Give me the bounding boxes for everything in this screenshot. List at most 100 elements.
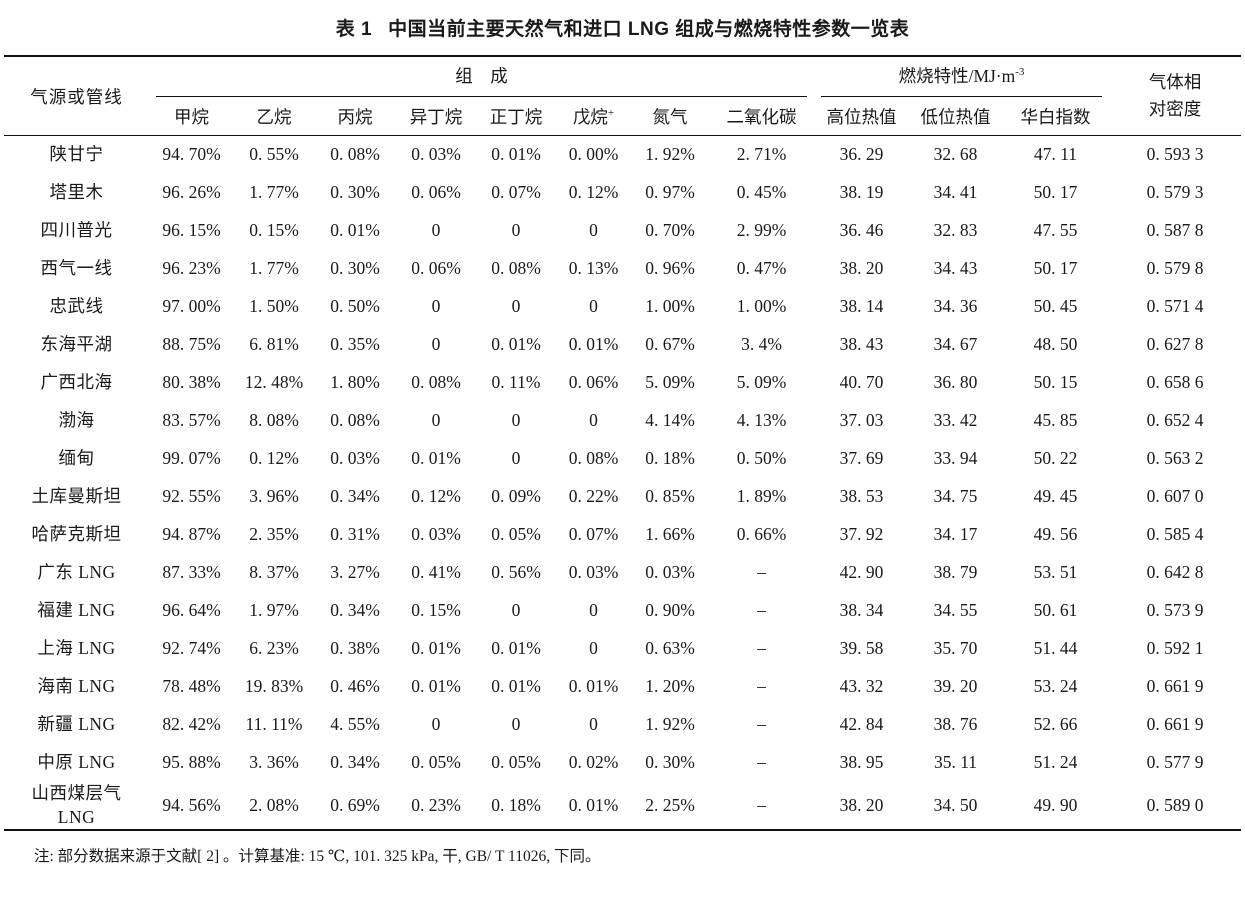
table-row: 塔里木 96. 26% 1. 77% 0. 30% 0. 06% 0. 07% 0. 12%… — [4, 174, 1241, 212]
cell: 33. 94 — [933, 448, 978, 469]
cell: 0. 12% — [411, 486, 461, 507]
cell: 37. 03 — [839, 410, 884, 431]
cell: 45. 85 — [1033, 410, 1078, 431]
cell: 0. 22% — [568, 486, 619, 507]
cell: 0. 01% — [491, 144, 541, 165]
cell: 1. 00% — [736, 296, 787, 317]
cell: 0. 66% — [736, 524, 787, 545]
cell: 5. 09% — [736, 372, 787, 393]
cell: 50. 45 — [1033, 296, 1078, 317]
cell: 0. 05% — [411, 752, 461, 773]
cell: 3. 36% — [249, 752, 299, 773]
table-row: 渤海 83. 57% 8. 08% 0. 08% 0 0 0 4. 14% 4. 13% 37. … — [4, 402, 1241, 440]
row-label: 土库曼斯坦 — [31, 486, 122, 507]
cell: 47. 55 — [1033, 220, 1078, 241]
table-row: 上海 LNG 92. 74% 6. 23% 0. 38% 0. 01% 0. 01% 0 0.… — [4, 630, 1241, 668]
cell: 1. 77% — [249, 182, 299, 203]
cell: – — [757, 714, 766, 735]
cell: 42. 84 — [839, 714, 884, 735]
cell: – — [757, 600, 766, 621]
table-row: 新疆 LNG 82. 42% 11. 11% 4. 55% 0 0 0 1. 92% – 42. … — [4, 706, 1241, 744]
cell: 0. 573 9 — [1146, 600, 1204, 621]
cell: 38. 20 — [839, 258, 884, 279]
cell: 0 — [511, 600, 521, 621]
cell: 0. 03% — [645, 562, 695, 583]
cell: 34. 17 — [933, 524, 978, 545]
table-row: 广东 LNG 87. 33% 8. 37% 3. 27% 0. 41% 0. 56% 0. … — [4, 554, 1241, 592]
row-label: 广东 LNG — [37, 562, 116, 583]
cell: 0. 652 4 — [1146, 410, 1204, 431]
table-header: 气源或管线 组 成 燃烧特性/MJ·m-3 气体相 对密度 甲烷 乙烷 丙烷 异… — [4, 56, 1242, 136]
cell: 0. 587 8 — [1146, 220, 1204, 241]
row-label: 忠武线 — [49, 296, 104, 317]
cell: 4. 13% — [736, 410, 787, 431]
col-header-ethane: 乙烷 — [256, 106, 292, 127]
cell: 0. 56% — [491, 562, 541, 583]
cell: 0. 30% — [330, 258, 380, 279]
cell: 0. 592 1 — [1146, 638, 1204, 659]
cell: 0. 577 9 — [1146, 752, 1204, 773]
cell: 0 — [431, 714, 441, 735]
cell: 0 — [589, 220, 598, 241]
row-label: 新疆 LNG — [37, 714, 116, 735]
cell: 2. 08% — [249, 794, 299, 815]
cell: 0. 08% — [568, 448, 619, 469]
cell: 0. 658 6 — [1146, 372, 1204, 393]
cell: 0. 50% — [330, 296, 380, 317]
col-header-propane: 丙烷 — [337, 106, 373, 127]
cell: 99. 07% — [162, 448, 221, 469]
cell: 0. 30% — [330, 182, 380, 203]
cell: 94. 87% — [162, 524, 221, 545]
cell: 2. 99% — [736, 220, 787, 241]
cell: 38. 14 — [839, 296, 884, 317]
cell: 0 — [511, 296, 521, 317]
cell: 0. 34% — [330, 752, 380, 773]
cell: 0. 15% — [249, 220, 299, 241]
row-label: 渤海 — [58, 410, 95, 431]
cell: 43. 32 — [839, 676, 884, 697]
cell: 34. 55 — [933, 600, 978, 621]
cell: 0. 01% — [568, 676, 619, 697]
cell: 1. 80% — [330, 372, 380, 393]
cell: 38. 43 — [839, 334, 884, 355]
cell: 0. 70% — [645, 220, 695, 241]
row-label: 福建 LNG — [37, 600, 116, 621]
cell: 39. 58 — [839, 638, 884, 659]
cell: 0. 55% — [249, 144, 299, 165]
cell: – — [757, 752, 766, 773]
cell: 50. 61 — [1033, 600, 1078, 621]
table-row: 福建 LNG 96. 64% 1. 97% 0. 34% 0. 15% 0 0 0. 90% –… — [4, 592, 1241, 630]
cell: 0. 661 9 — [1146, 676, 1204, 697]
col-header-hhv: 高位热值 — [826, 106, 897, 127]
cell: 38. 19 — [839, 182, 884, 203]
cell: 38. 53 — [839, 486, 884, 507]
table-title: 表 1 中国当前主要天然气和进口 LNG 组成与燃烧特性参数一览表 — [0, 14, 1245, 41]
cell: 38. 95 — [839, 752, 884, 773]
cell: 0. 05% — [491, 524, 541, 545]
cell: 53. 51 — [1033, 562, 1078, 583]
cell: 1. 20% — [645, 676, 695, 697]
cell: 0 — [431, 296, 441, 317]
cell: 1. 89% — [736, 486, 787, 507]
cell: 36. 46 — [839, 220, 884, 241]
cell: 0. 571 4 — [1146, 296, 1204, 317]
row-label: 广西北海 — [40, 372, 113, 393]
cell: 8. 08% — [249, 410, 299, 431]
cell: – — [757, 794, 766, 815]
col-header-density: 气体相 对密度 — [1148, 71, 1202, 119]
col-header-gas-source: 气源或管线 — [30, 86, 123, 107]
row-label: 山西煤层气 LNG — [31, 783, 122, 827]
cell: 0. 01% — [491, 638, 541, 659]
cell: 0. 01% — [411, 676, 461, 697]
cell: 97. 00% — [162, 296, 221, 317]
cell: 0. 30% — [645, 752, 695, 773]
cell: 0 — [589, 410, 598, 431]
cell: 48. 50 — [1033, 334, 1078, 355]
cell: 0. 03% — [411, 524, 461, 545]
row-label: 陕甘宁 — [49, 144, 104, 165]
cell: 0. 11% — [491, 372, 541, 393]
cell: 0. 34% — [330, 486, 380, 507]
cell: 0. 642 8 — [1146, 562, 1204, 583]
row-label: 四川普光 — [40, 220, 113, 241]
